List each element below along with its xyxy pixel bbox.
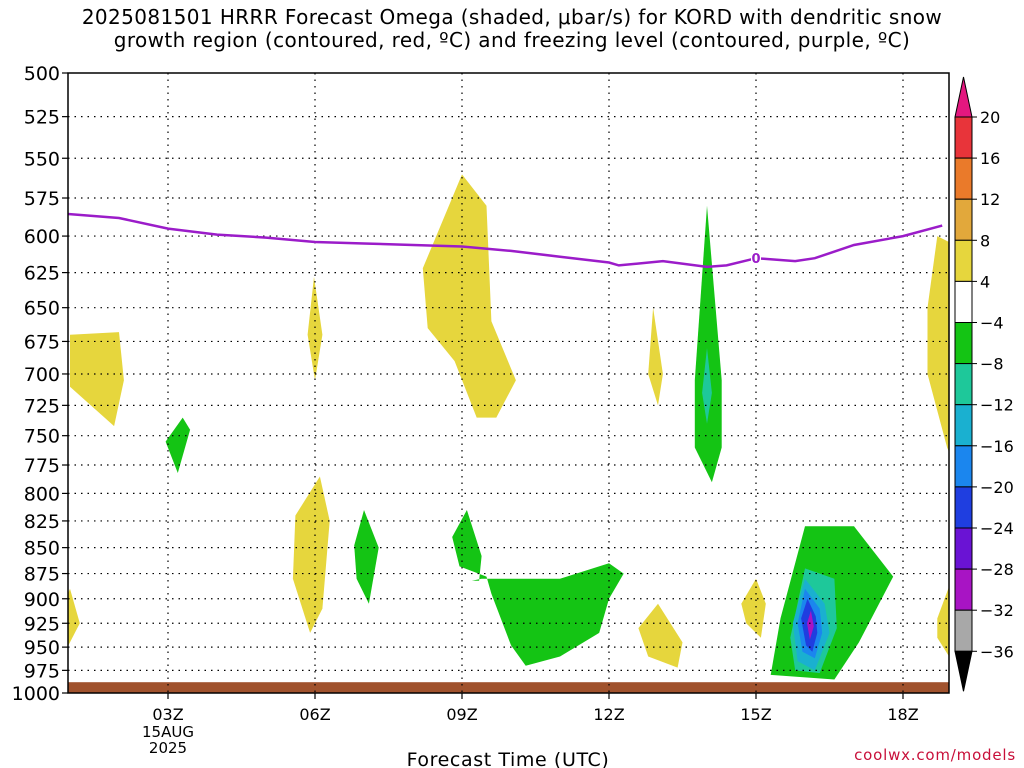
- omega-region-2: [423, 174, 516, 417]
- omega-region-13: [695, 206, 722, 482]
- colorbar-label-6: −8: [980, 355, 1004, 374]
- colorbar-swatch-8: [955, 405, 972, 446]
- x-tick-label-12Z: 12Z: [593, 705, 624, 724]
- omega-region-5: [293, 477, 330, 633]
- omega-region-0: [70, 332, 124, 426]
- x-axis-label: Forecast Time (UTC): [407, 749, 610, 768]
- colorbar-label-12: −32: [980, 601, 1014, 620]
- y-tick-label-525: 525: [24, 107, 60, 129]
- colorbar-swatch-5: [955, 281, 972, 322]
- colorbar-label-9: −20: [980, 478, 1014, 497]
- colorbar-label-5: −4: [980, 314, 1004, 333]
- y-tick-label-625: 625: [24, 263, 60, 285]
- y-tick-label-550: 550: [24, 148, 60, 170]
- x-tick-label-09Z: 09Z: [446, 705, 477, 724]
- colorbar-label-0: 20: [980, 108, 1000, 127]
- x-tick-sublabel-1: 2025: [149, 739, 187, 757]
- colorbar-swatch-12: [955, 569, 972, 610]
- y-tick-label-925: 925: [24, 613, 60, 635]
- y-tick-label-950: 950: [24, 637, 60, 659]
- colorbar-swatch-7: [955, 364, 972, 405]
- colorbar-cap-top: [955, 77, 972, 117]
- y-tick-label-875: 875: [24, 564, 60, 586]
- colorbar-label-10: −24: [980, 519, 1014, 538]
- colorbar-swatch-3: [955, 199, 972, 240]
- y-tick-label-600: 600: [24, 226, 60, 248]
- colorbar-label-2: 12: [980, 190, 1000, 209]
- x-tick-label-03Z: 03Z: [152, 705, 183, 724]
- colorbar-swatch-9: [955, 446, 972, 487]
- y-tick-label-800: 800: [24, 483, 60, 505]
- x-tick-label-06Z: 06Z: [299, 705, 330, 724]
- y-tick-label-575: 575: [24, 188, 60, 210]
- colorbar-label-4: 4: [980, 272, 990, 291]
- y-tick-label-775: 775: [24, 455, 60, 477]
- y-tick-label-1000: 1000: [12, 683, 60, 705]
- y-tick-label-675: 675: [24, 331, 60, 353]
- x-tick-label-15Z: 15Z: [740, 705, 771, 724]
- colorbar-swatch-2: [955, 158, 972, 199]
- omega-region-3: [648, 308, 663, 406]
- colorbar-swatch-10: [955, 487, 972, 528]
- y-tick-label-650: 650: [24, 298, 60, 320]
- colorbar-label-1: 16: [980, 149, 1000, 168]
- omega-region-11: [354, 510, 379, 604]
- colorbar-cap-bottom: [955, 651, 972, 691]
- colorbar-swatch-1: [955, 117, 972, 158]
- y-tick-label-700: 700: [24, 364, 60, 386]
- omega-time-height-chart: 0 50052555057560062565067570072575077580…: [0, 0, 1024, 768]
- credit-link[interactable]: coolwx.com/models: [854, 746, 1016, 764]
- y-tick-label-975: 975: [24, 660, 60, 682]
- y-tick-label-850: 850: [24, 538, 60, 560]
- omega-fill-layer: [55, 174, 952, 693]
- omega-region-8: [741, 579, 766, 638]
- omega-region-12: [452, 510, 624, 666]
- y-tick-label-500: 500: [24, 63, 60, 85]
- y-tick-label-900: 900: [24, 589, 60, 611]
- colorbar-label-3: 8: [980, 231, 990, 250]
- freezing-level-label: 0: [751, 252, 760, 267]
- y-tick-label-825: 825: [24, 511, 60, 533]
- omega-region-9: [937, 579, 952, 661]
- terrain-fill: [68, 682, 949, 693]
- colorbar-swatch-4: [955, 240, 972, 281]
- y-tick-label-725: 725: [24, 395, 60, 417]
- colorbar-label-13: −36: [980, 642, 1014, 661]
- x-tick-label-18Z: 18Z: [887, 705, 918, 724]
- omega-region-7: [638, 604, 682, 668]
- colorbar-swatch-11: [955, 528, 972, 569]
- colorbar-label-7: −12: [980, 396, 1014, 415]
- omega-region-1: [308, 277, 323, 380]
- colorbar: 20 16 12 8 4 −4 −8 −12 −16 −20 −24 −28 −32 −36: [955, 77, 1014, 691]
- colorbar-swatch-6: [955, 323, 972, 364]
- colorbar-label-8: −16: [980, 437, 1014, 456]
- colorbar-label-11: −28: [980, 560, 1014, 579]
- y-tick-label-750: 750: [24, 426, 60, 448]
- colorbar-swatch-13: [955, 610, 972, 651]
